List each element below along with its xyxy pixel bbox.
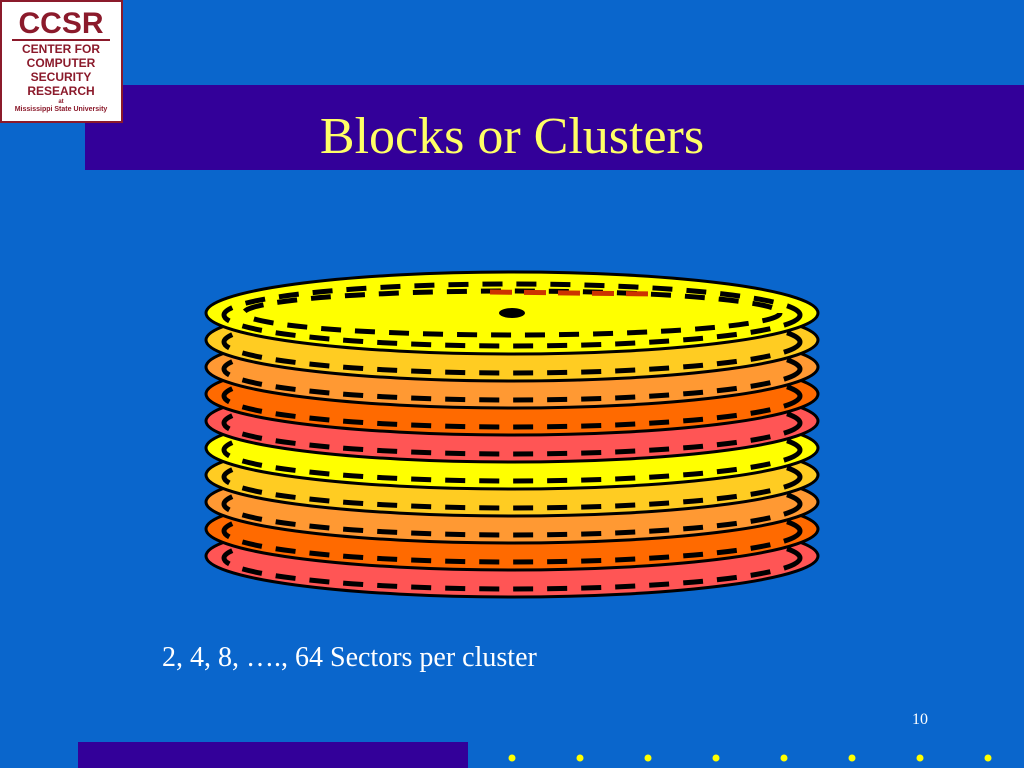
title: Blocks or Clusters: [320, 108, 704, 165]
footer-dot: [644, 754, 652, 762]
footer-dots: [508, 754, 992, 762]
logo-university: Mississippi State University: [15, 106, 108, 113]
footer-dot: [984, 754, 992, 762]
disk-track: [221, 524, 803, 592]
footer-dot: [780, 754, 788, 762]
logo-line: SECURITY: [31, 70, 92, 84]
footer-dot: [712, 754, 720, 762]
disk-stack: [204, 270, 820, 599]
logo-acronym: CCSR: [18, 7, 103, 40]
footer-dot: [576, 754, 584, 762]
cluster-highlight: [489, 289, 656, 297]
disk-track: [221, 308, 803, 376]
disk-track: [221, 389, 803, 457]
footer-dot: [916, 754, 924, 762]
logo-box: [0, 0, 123, 123]
logo-at: at: [58, 99, 63, 105]
title-band: [85, 85, 1024, 170]
caption: 2, 4, 8, …., 64 Sectors per cluster: [162, 642, 537, 673]
logo-line: CENTER FOR: [22, 42, 100, 56]
inner-track: [241, 288, 783, 338]
logo-line: RESEARCH: [27, 84, 94, 98]
page-number: 10: [912, 711, 928, 728]
disk-track: [221, 416, 803, 484]
spindle: [499, 308, 525, 318]
disk-track: [221, 335, 803, 403]
footer-dot: [848, 754, 856, 762]
logo-line: COMPUTER: [27, 56, 96, 70]
disk-track: [221, 362, 803, 430]
footer-dot: [508, 754, 516, 762]
disk-track: [221, 470, 803, 538]
disk-track: [221, 497, 803, 565]
footer-bar: [78, 742, 468, 768]
logo: CCSR CENTER FOR COMPUTER SECURITY RESEAR…: [0, 0, 123, 123]
disk-track: [221, 281, 803, 349]
disk-track: [221, 443, 803, 511]
